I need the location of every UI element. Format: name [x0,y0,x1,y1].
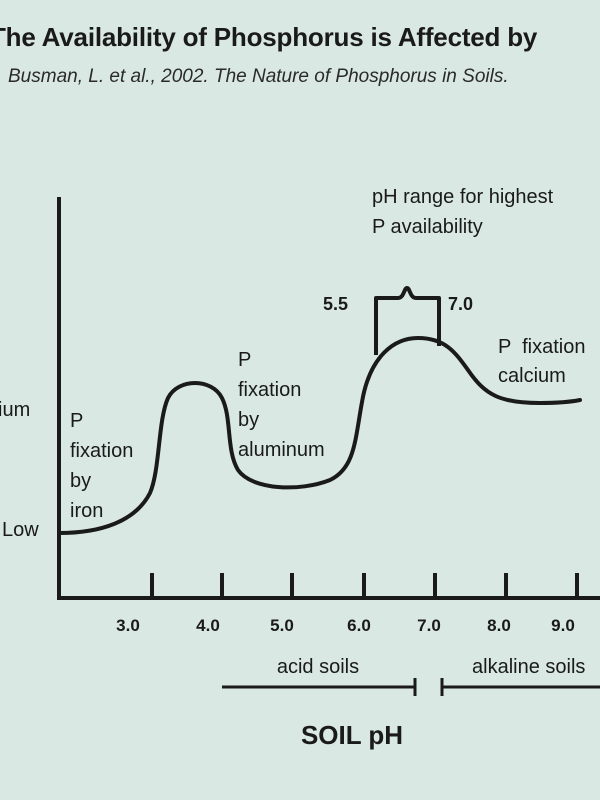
alkaline-soils-range [440,678,600,696]
iron-line: iron [70,500,103,522]
y-label-medium: ium [0,399,30,421]
y-label-low: Low [2,519,39,541]
availability-curve [57,335,582,535]
optimal-range-bracket [374,286,441,355]
range-low-label: 5.5 [323,294,348,314]
x-tick-marks [150,573,579,598]
optimal-range-line: pH range for highest [372,186,554,208]
aluminum-line: fixation [238,379,301,401]
iron-line: by [70,470,91,492]
figure-title: The Availability of Phosphorus is Affect… [0,22,538,52]
figure-source: Busman, L. et al., 2002. The Nature of P… [8,66,509,87]
acid-soils-range [222,678,417,696]
optimal-range-label: pH range for highest P availability [372,186,559,238]
aluminum-line: P [238,349,251,371]
aluminum-line: by [238,409,259,431]
optimal-range-line: P availability [372,216,483,238]
x-tick-label: 4.0 [196,616,220,635]
x-tick-label: 3.0 [116,616,140,635]
calcium-fixation-label: P fixation calcium [498,336,591,387]
x-tick-label: 6.0 [347,616,371,635]
alkaline-soils-label: alkaline soils [472,656,585,678]
x-tick-label: 9.0 [551,616,575,635]
x-tick-label: 7.0 [417,616,441,635]
iron-line: fixation [70,440,133,462]
iron-line: P [70,410,83,432]
calcium-line: P fixation [498,336,585,358]
calcium-line: calcium [498,365,566,387]
x-tick-label: 5.0 [270,616,294,635]
acid-soils-label: acid soils [277,656,359,678]
range-high-label: 7.0 [448,294,473,314]
aluminum-fixation-label: P fixation by aluminum [238,349,325,461]
aluminum-line: aluminum [238,439,325,461]
iron-fixation-label: P fixation by iron [70,410,139,522]
x-tick-label: 8.0 [487,616,511,635]
x-axis-title: SOIL pH [301,720,403,750]
